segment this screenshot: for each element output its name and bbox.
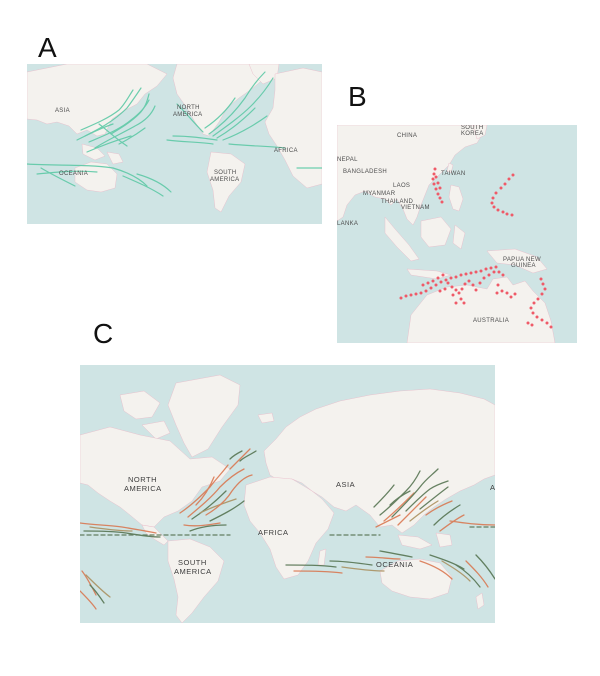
label-thailand: THAILAND [381,199,413,205]
label-south-america-2: AMERICA [174,567,212,576]
map-panel-c[interactable]: NORTH AMERICA ASIA AFRICA SOUTH AMERICA … [80,365,495,623]
label-south-america-1: SOUTH [214,170,237,176]
label-australia: AUSTRALIA [473,318,509,324]
panel-letter-b: B [348,81,367,112]
landmass-se-asia [81,143,124,165]
landmass-south-america [206,151,246,213]
label-china: CHINA [397,133,417,139]
landmass-australia [406,276,556,343]
label-taiwan: TAIWAN [441,171,465,177]
label-sri-lanka: LANKA [337,221,358,227]
landmass-asia-mainland [337,125,484,226]
label-vietnam: VIETNAM [401,205,430,211]
cyclone-tracks-a [27,71,322,197]
landmass-central-america [141,524,169,546]
landmass-north-america [80,426,231,528]
label-north-america-2: AMERICA [124,484,162,493]
cyclone-tracks-c [80,448,495,610]
landmass-africa [264,67,322,189]
landmass-canadian-arctic [119,390,171,440]
label-south-america-2: AMERICA [210,177,239,183]
landmass-south-america [167,538,225,623]
landmass-australia [74,161,118,193]
label-africa: AFRICA [274,148,298,154]
panel-letter-a: A [38,32,57,63]
landmass-new-zealand [475,592,485,610]
label-myanmar: MYANMAR [363,191,396,197]
label-oceania: OCEANIA [59,171,88,177]
world-map-a: ASIA NORTH AMERICA AFRICA OCEANIA SOUTH … [27,64,322,224]
landmass-se-asia [397,532,453,550]
map-panel-b[interactable]: CHINA SOUTH KOREA NEPAL BANGLADESH TAIWA… [337,125,577,343]
label-north-america-1: NORTH [177,105,200,111]
landmass-taiwan [446,162,454,174]
label-nepal: NEPAL [337,157,358,163]
landmass-indonesia [384,216,466,280]
landmass-africa [243,476,335,580]
cyclone-points-b [399,167,553,329]
label-south-korea-1: SOUTH [461,125,484,131]
label-asia: ASIA [336,480,355,489]
panel-letter-c: C [93,318,114,349]
landmass-korea [472,125,488,140]
label-edge-a: A [490,483,495,492]
landmass-philippines [448,184,464,212]
landmass-new-guinea [486,248,548,274]
label-bangladesh: BANGLADESH [343,169,387,175]
label-asia: ASIA [55,108,70,114]
label-north-america-1: NORTH [128,475,157,484]
world-map-c: NORTH AMERICA ASIA AFRICA SOUTH AMERICA … [80,365,495,623]
label-south-america-1: SOUTH [178,558,207,567]
landmass-madagascar [317,548,327,566]
landmass-greenland [167,374,241,458]
map-panel-a[interactable]: ASIA NORTH AMERICA AFRICA OCEANIA SOUTH … [27,64,322,224]
landmass-eurasia [263,388,495,534]
landmass-australia [379,558,453,600]
landmass-greenland [248,64,280,85]
label-papua-1: PAPUA NEW [503,257,541,263]
label-laos: LAOS [393,183,410,189]
label-africa: AFRICA [258,528,289,537]
regional-map-b: CHINA SOUTH KOREA NEPAL BANGLADESH TAIWA… [337,125,577,343]
label-oceania: OCEANIA [376,560,413,569]
label-south-korea-2: KOREA [461,131,484,137]
label-north-america-2: AMERICA [173,112,202,118]
label-papua-2: GUINEA [511,263,536,269]
landmass-eurasia [27,64,168,137]
landmass-iceland [257,412,275,424]
